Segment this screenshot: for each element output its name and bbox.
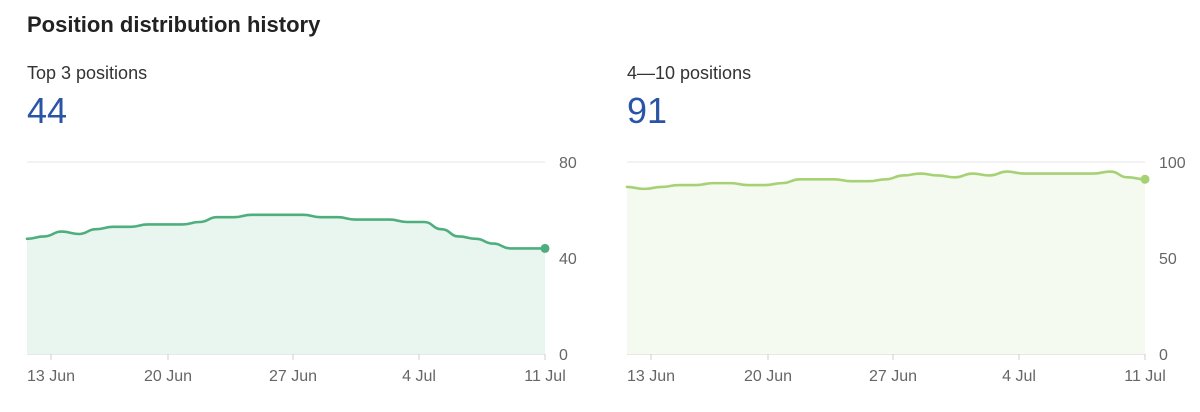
panel-value: 91 — [627, 90, 668, 131]
series-line — [625, 170, 1147, 191]
x-tick-label: 11 Jul — [1124, 368, 1166, 385]
area-fill — [627, 171, 1145, 354]
end-point-marker — [1140, 174, 1150, 184]
x-tick-label: 13 Jun — [627, 368, 675, 385]
y-tick-label: 50 — [1159, 251, 1177, 268]
y-tick-label: 80 — [559, 155, 577, 172]
page-title: Position distribution history — [27, 12, 321, 37]
panel-value: 44 — [27, 90, 68, 131]
4-10-positions-chart[interactable]: 0 50 100 13 Jun 20 Jun 27 Jun 4 Jul 11 Jul — [625, 142, 1187, 385]
top-3-positions-panel: Top 3 positions 44 0 40 80 13 Jun 20 Jun 27 J… — [25, 58, 587, 398]
x-tick-label: 4 Jul — [402, 368, 436, 385]
4-10-positions-panel: 4—10 positions 91 0 50 100 13 Jun 20 Jun 27 J… — [625, 58, 1187, 398]
x-tick-label: 20 Jun — [144, 368, 192, 385]
top-3-positions-chart[interactable]: 0 40 80 13 Jun 20 Jun 27 Jun 4 Jul 11 Jul — [25, 142, 587, 385]
end-point-marker — [540, 243, 550, 253]
area-fill — [27, 214, 545, 354]
y-tick-label: 100 — [1159, 155, 1186, 172]
x-tick-label: 13 Jun — [27, 368, 75, 385]
x-tick-label: 20 Jun — [744, 368, 792, 385]
series-line — [25, 213, 547, 250]
y-tick-label: 0 — [559, 347, 568, 364]
x-tick-label: 4 Jul — [1002, 368, 1036, 385]
panel-label: 4—10 positions — [627, 63, 752, 83]
panel-label: Top 3 positions — [27, 63, 148, 83]
x-tick-label: 27 Jun — [269, 368, 317, 385]
x-tick-label: 11 Jul — [524, 368, 566, 385]
y-tick-label: 40 — [559, 251, 577, 268]
y-tick-label: 0 — [1159, 347, 1168, 364]
x-tick-label: 27 Jun — [869, 368, 917, 385]
